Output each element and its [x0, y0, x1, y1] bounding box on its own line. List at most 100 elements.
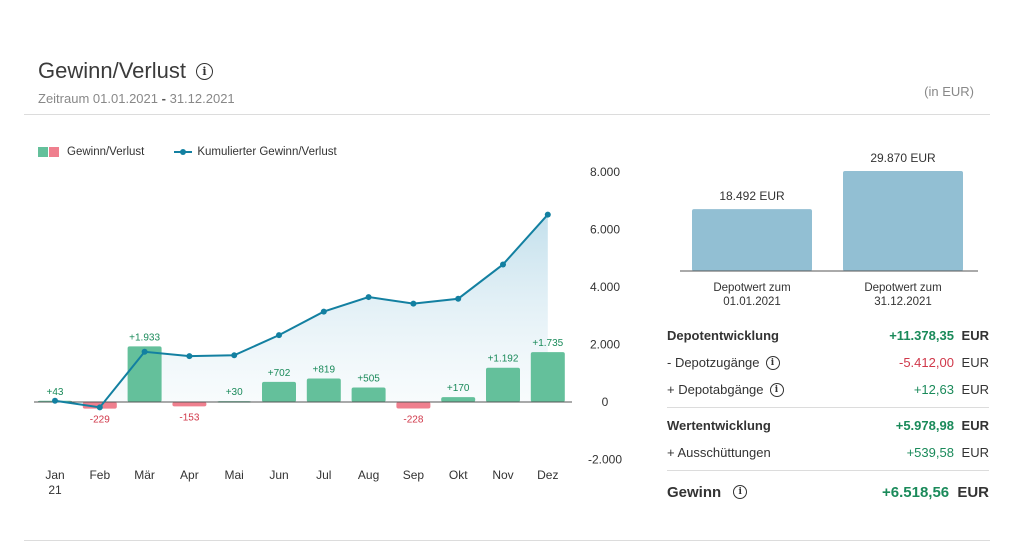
summary-row: Wertentwicklung +5.978,98 EUR — [667, 412, 989, 439]
period-from: 01.01.2021 — [92, 91, 158, 106]
summary-row: Gewinn i +6.518,56 EUR — [667, 475, 989, 509]
summary-divider — [667, 470, 989, 471]
depot-category-label: Depotwert zum — [864, 282, 941, 294]
legend-item-line[interactable]: Kumulierter Gewinn/Verlust — [174, 146, 337, 158]
footer-divider — [24, 540, 990, 541]
cumulative-point-Jan — [52, 397, 58, 404]
cumulative-point-Feb — [96, 404, 103, 411]
summary-row: - Depotzugänge i -5.412,00 EUR — [667, 349, 989, 376]
period-label: Zeitraum — [38, 91, 90, 106]
y-tick-label: -2.000 — [588, 453, 622, 467]
cumulative-point-Mai — [231, 352, 238, 359]
depot-bar-label-1: 18.492 EUR — [719, 189, 785, 203]
bar-label-Jun: +702 — [268, 368, 291, 379]
summary-label-text: - Depotzugänge — [667, 355, 760, 370]
x-tick-label-Mai: Mai — [225, 468, 244, 482]
cumulative-point-Nov — [500, 261, 506, 268]
cumulative-point-Apr — [186, 353, 193, 360]
profit-loss-chart: +43 -229 +1.933 -153 +30 +702 +819 +505 -228 +170… — [34, 165, 622, 497]
depot-value-chart: 18.492 EUR Depotwert zum 01.01.2021 29.870 … — [680, 151, 978, 308]
x-tick-label-Jun: Jun — [269, 468, 288, 482]
legend-item-bars[interactable]: Gewinn/Verlust — [38, 146, 144, 158]
bar-Mär — [127, 346, 162, 402]
legend-line-marker — [174, 149, 193, 155]
x-tick-label-Dez: Dez — [537, 468, 558, 482]
summary-row-label: Wertentwicklung — [667, 418, 771, 433]
bar-Aug — [351, 387, 386, 402]
cumulative-point-Mär — [141, 348, 148, 355]
bar-Apr — [172, 402, 207, 407]
summary-label-text: + Depotabgänge — [667, 382, 764, 397]
summary-row-label: - Depotzugänge i — [667, 355, 780, 370]
summary-value-number: +539,58 — [906, 445, 954, 460]
summary-value-number: -5.412,00 — [899, 355, 954, 370]
bar-Nov — [486, 367, 520, 402]
bar-label-Jan: +43 — [47, 387, 64, 398]
header-divider — [24, 114, 990, 115]
info-icon[interactable]: i — [769, 382, 784, 397]
summary-row-label: + Ausschüttungen — [667, 445, 771, 460]
summary-label-text: Depotentwicklung — [667, 328, 779, 343]
summary-value-number: +6.518,56 — [882, 483, 950, 501]
summary-value-unit: EUR — [953, 483, 989, 501]
x-tick-label-Aug: Aug — [358, 468, 379, 482]
summary-value-unit: EUR — [957, 418, 989, 433]
summary-value-unit: EUR — [957, 382, 989, 397]
summary-value-unit: EUR — [957, 328, 989, 343]
info-icon[interactable]: i — [765, 355, 780, 370]
bar-Jun — [262, 381, 296, 402]
chart-legend: Gewinn/Verlust Kumulierter Gewinn/Verlus… — [38, 146, 367, 158]
bar-Sep — [396, 402, 431, 409]
summary-table: Depotentwicklung +11.378,35 EUR - Depotzug… — [667, 322, 989, 509]
summary-row-label: Depotentwicklung — [667, 328, 779, 343]
cumulative-line — [54, 213, 549, 409]
depot-category-label: 31.12.2021 — [874, 296, 932, 308]
bar-label-Jul: +819 — [313, 364, 336, 375]
summary-row-value: +11.378,35 EUR — [889, 328, 989, 343]
y-tick-label: 2.000 — [590, 338, 620, 352]
cumulative-point-Okt — [455, 295, 462, 302]
legend-label-bars: Gewinn/Verlust — [67, 146, 145, 158]
summary-row-value: +12,63 EUR — [914, 382, 989, 397]
x-tick-label-Feb: Feb — [89, 468, 110, 482]
summary-value-number: +5.978,98 — [895, 418, 954, 433]
x-tick-label-Okt: Okt — [449, 468, 468, 482]
summary-row-label: + Depotabgänge i — [667, 382, 784, 397]
cumulative-point-Jul — [320, 308, 327, 315]
summary-divider — [667, 407, 989, 408]
x-tick-label-Sep: Sep — [403, 468, 425, 482]
cumulative-area — [55, 214, 548, 408]
bar-label-Mai: +30 — [226, 387, 243, 398]
y-tick-label: 0 — [602, 395, 609, 409]
info-icon[interactable]: i — [195, 62, 213, 80]
legend-swatch-negative — [49, 147, 59, 157]
summary-row-value: +5.978,98 EUR — [896, 418, 989, 433]
summary-row: + Depotabgänge i +12,63 EUR — [667, 376, 989, 403]
depot-category-label: Depotwert zum — [713, 282, 790, 294]
period-subtitle: Zeitraum 01.01.2021 - 31.12.2021 — [38, 91, 235, 106]
x-tick-label-Mär: Mär — [134, 468, 155, 482]
summary-value-unit: EUR — [957, 355, 989, 370]
y-tick-label: 4.000 — [590, 280, 620, 294]
summary-row: + Ausschüttungen +539,58 EUR — [667, 439, 989, 466]
bar-Okt — [441, 397, 476, 402]
y-tick-label: 8.000 — [590, 165, 620, 179]
summary-row-label: Gewinn i — [667, 483, 748, 501]
summary-row-value: -5.412,00 EUR — [899, 355, 989, 370]
bar-label-Dez: +1.735 — [532, 338, 563, 349]
summary-label-text: + Ausschüttungen — [667, 445, 771, 460]
summary-value-number: +11.378,35 — [889, 328, 954, 343]
bar-label-Okt: +170 — [447, 383, 470, 394]
cumulative-point-Aug — [365, 294, 372, 301]
x-tick-label-Apr: Apr — [180, 468, 199, 482]
x-tick-sublabel: 21 — [48, 483, 62, 497]
bar-label-Sep: -228 — [403, 415, 423, 426]
bar-label-Feb: -229 — [90, 415, 110, 426]
depot-category-label: 01.01.2021 — [723, 296, 781, 308]
bar-label-Aug: +505 — [357, 373, 380, 384]
info-icon[interactable]: i — [733, 485, 748, 499]
period-separator: - — [161, 91, 166, 106]
summary-label-text: Gewinn — [667, 483, 722, 501]
depot-bar-label-2: 29.870 EUR — [870, 151, 936, 165]
x-tick-label-Nov: Nov — [492, 468, 513, 482]
